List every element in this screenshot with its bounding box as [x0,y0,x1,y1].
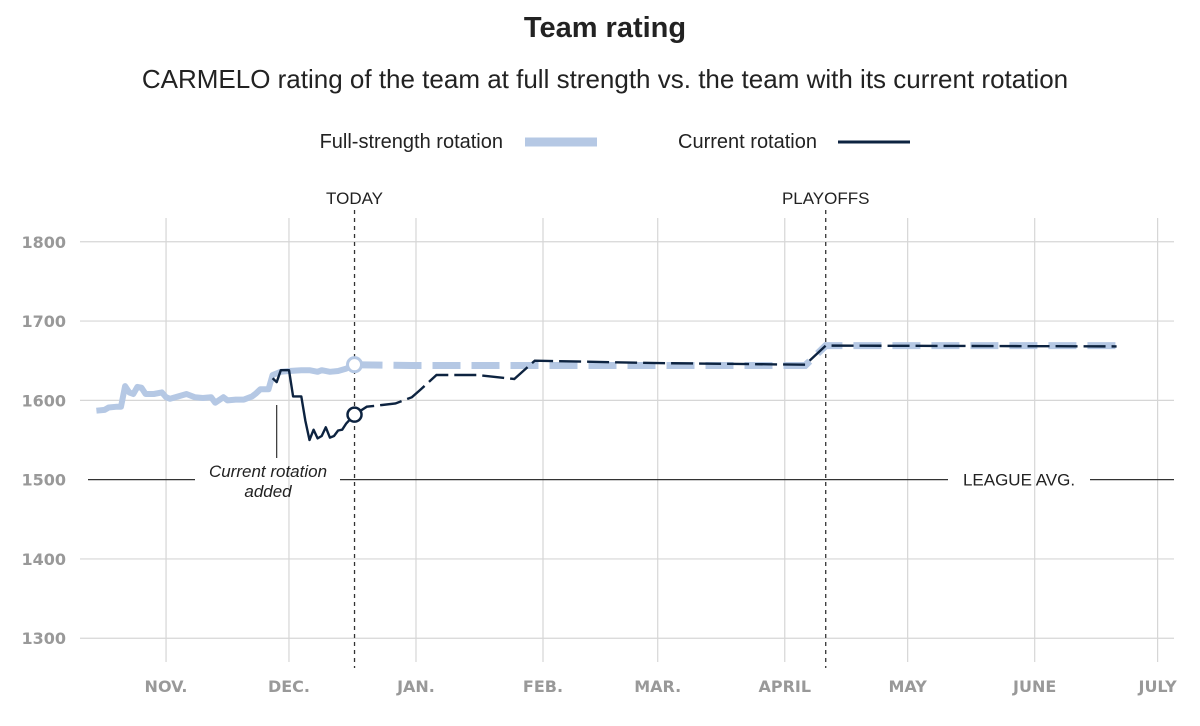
legend: Full-strength rotation Current rotation [320,131,910,153]
annotation-line-2: added [244,482,292,501]
event-markers: TODAY PLAYOFFS [326,189,869,668]
full-strength-projection-line [354,342,1117,369]
current-projection-line [353,344,1117,416]
gridlines [80,218,1174,662]
x-tick-label-2: JAN. [396,677,435,696]
full-strength-history-line [96,361,356,414]
legend-label-current: Current rotation [678,131,817,153]
legend-label-full-strength: Full-strength rotation [320,131,503,153]
x-tick-label-0: NOV. [145,677,188,696]
x-tick-label-5: APRIL [758,677,811,696]
league-avg-label: LEAGUE AVG. [963,471,1075,490]
y-tick-label-1800: 1800 [21,233,66,252]
x-tick-label-6: MAY [888,677,927,696]
y-tick-label-1400: 1400 [21,550,66,569]
x-tick-label-1: DEC. [268,677,310,696]
tick-labels: 1300 1400 1500 1600 1700 1800 NOV. DEC. JAN. FEB.… [21,233,1177,696]
x-tick-label-8: JULY [1137,677,1177,696]
x-tick-label-3: FEB. [523,677,563,696]
today-marker-label: TODAY [326,189,383,208]
playoffs-marker-label: PLAYOFFS [782,189,870,208]
series-lines [96,342,1117,442]
y-tick-label-1300: 1300 [21,629,66,648]
x-tick-label-7: JUNE [1012,677,1056,696]
x-tick-label-4: MAR. [634,677,681,696]
current-today-point [346,406,363,423]
y-tick-label-1700: 1700 [21,312,66,331]
chart-subtitle: CARMELO rating of the team at full stren… [141,64,1069,94]
y-tick-label-1500: 1500 [21,471,66,490]
league-average-line: LEAGUE AVG. [88,471,1174,490]
annotation-line-1: Current rotation [209,462,327,481]
chart-title: Team rating [523,12,687,44]
current-history-line [271,369,356,442]
full-strength-today-point [346,356,364,374]
y-tick-label-1600: 1600 [21,391,66,410]
